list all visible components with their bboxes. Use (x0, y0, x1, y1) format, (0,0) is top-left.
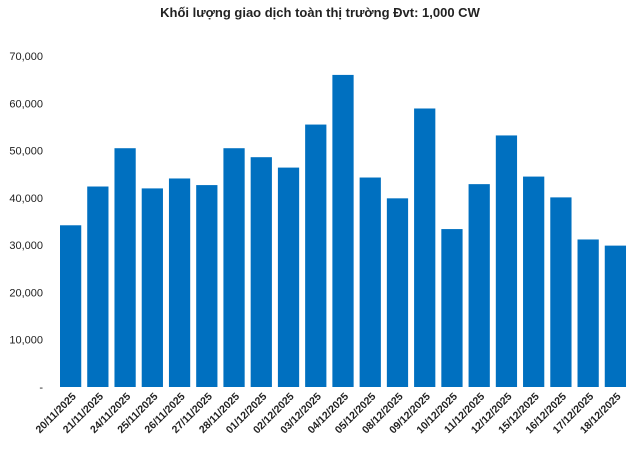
bar (168, 178, 191, 387)
y-tick-label: 60,000 (9, 98, 43, 110)
y-tick-label: 10,000 (9, 335, 43, 347)
y-tick-label: 50,000 (9, 146, 43, 158)
bar (577, 239, 599, 387)
y-tick-label: 20,000 (9, 287, 43, 299)
bar (441, 229, 463, 387)
bar (277, 167, 300, 387)
bar (305, 124, 327, 387)
bar (196, 185, 218, 387)
bar (87, 186, 109, 387)
y-tick-label: 30,000 (9, 240, 43, 252)
x-axis: 20/11/202521/11/202524/11/202525/11/2025… (33, 391, 623, 437)
bars (60, 74, 627, 388)
bar (60, 225, 82, 387)
bar (332, 74, 354, 387)
bar (114, 148, 136, 387)
bar (550, 197, 572, 387)
bar (223, 148, 245, 387)
bar (604, 245, 627, 387)
bar (250, 157, 272, 387)
bar (468, 184, 490, 387)
bar (359, 177, 381, 387)
bar (523, 176, 545, 387)
y-axis: - 10,000 20,000 30,000 40,000 50,000 60,000 70,… (9, 51, 43, 394)
y-tick-label: - (39, 382, 43, 394)
y-tick-label: 70,000 (9, 51, 43, 63)
chart-title: Khối lượng giao dịch toàn thị trường Đvt… (160, 5, 480, 20)
bar (414, 108, 436, 388)
bar (141, 188, 163, 387)
y-tick-label: 40,000 (9, 193, 43, 205)
bar (386, 198, 409, 387)
bar (495, 135, 518, 387)
